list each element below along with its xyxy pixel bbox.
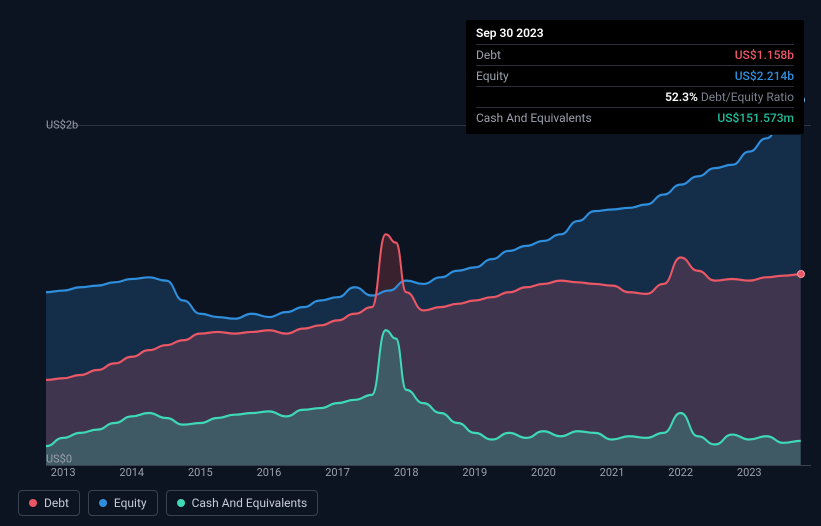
legend-item-debt[interactable]: Debt — [18, 490, 80, 516]
x-axis-year: 2021 — [600, 466, 625, 479]
tooltip-row-label: Equity — [476, 69, 509, 83]
legend-item-equity[interactable]: Equity — [88, 490, 158, 516]
tooltip-row: Cash And Equivalents US$151.573m — [476, 107, 794, 128]
tooltip-row-value: US$151.573m — [717, 111, 794, 125]
x-axis-year: 2016 — [257, 466, 282, 479]
x-axis-year: 2013 — [51, 466, 76, 479]
legend-item-cash[interactable]: Cash And Equivalents — [166, 490, 319, 516]
x-axis-year: 2022 — [668, 466, 693, 479]
legend-label: Cash And Equivalents — [192, 496, 308, 510]
tooltip-ratio: 52.3% Debt/Equity Ratio — [665, 90, 794, 104]
hover-tooltip: Sep 30 2023 Debt US$1.158b Equity US$2.214b… — [466, 20, 804, 134]
tooltip-row-label: Cash And Equivalents — [476, 111, 592, 125]
tooltip-row-label: Debt — [476, 48, 501, 62]
chart-legend: Debt Equity Cash And Equivalents — [18, 490, 318, 516]
legend-dot-icon — [99, 499, 107, 507]
legend-dot-icon — [177, 499, 185, 507]
x-axis-year: 2020 — [531, 466, 556, 479]
tooltip-row: Equity US$2.214b — [476, 65, 794, 86]
x-axis-year: 2017 — [325, 466, 350, 479]
x-axis-year: 2018 — [394, 466, 419, 479]
y-axis-label-max: US$2b — [46, 119, 50, 132]
tooltip-date: Sep 30 2023 — [476, 26, 794, 44]
tooltip-row-value: US$2.214b — [735, 69, 794, 83]
x-axis-year: 2019 — [462, 466, 487, 479]
x-axis-year: 2015 — [188, 466, 213, 479]
x-axis-year: 2023 — [737, 466, 762, 479]
legend-label: Equity — [114, 496, 147, 510]
tooltip-row: Debt US$1.158b — [476, 44, 794, 65]
chart-container: US$2b US$0 — [18, 125, 811, 466]
legend-dot-icon — [29, 499, 37, 507]
x-axis-year: 2014 — [119, 466, 144, 479]
chart-plot-area[interactable] — [46, 135, 811, 466]
x-axis-ticks: 2013 2014 2015 2016 2017 2018 2019 2020 2021 2022… — [46, 466, 811, 486]
tooltip-row: 52.3% Debt/Equity Ratio — [476, 86, 794, 107]
end-marker-debt — [797, 270, 805, 278]
tooltip-row-value: US$1.158b — [735, 48, 794, 62]
y-axis-label-min: US$0 — [46, 453, 50, 466]
legend-label: Debt — [44, 496, 69, 510]
